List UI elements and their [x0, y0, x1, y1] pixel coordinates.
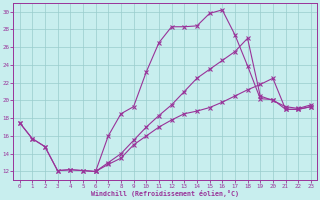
X-axis label: Windchill (Refroidissement éolien,°C): Windchill (Refroidissement éolien,°C) — [91, 190, 239, 197]
